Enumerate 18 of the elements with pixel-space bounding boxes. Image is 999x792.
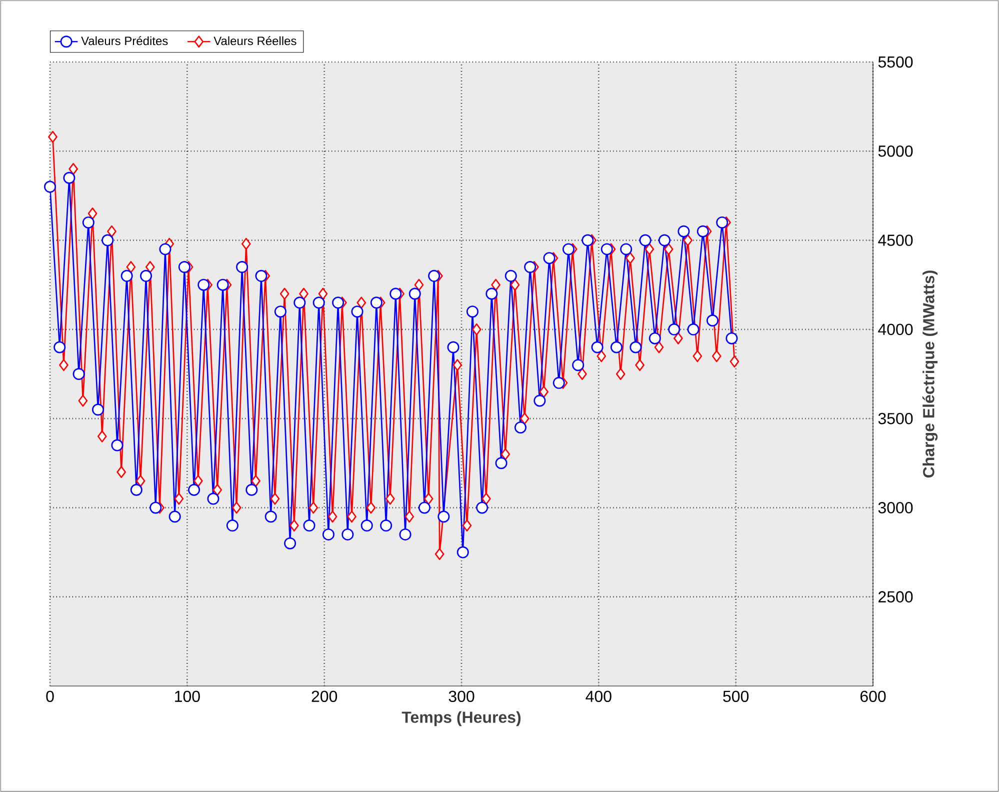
x-tick-label: 400 bbox=[586, 690, 612, 702]
x-tick-label: 0 bbox=[46, 690, 54, 702]
x-tick-label: 600 bbox=[860, 690, 886, 702]
y-tick-label: 5500 bbox=[878, 56, 913, 68]
x-tick-label: 500 bbox=[723, 690, 749, 702]
legend-label: Valeurs Prédites bbox=[81, 36, 168, 46]
y-tick-label: 3000 bbox=[878, 502, 913, 514]
x-tick-label: 200 bbox=[312, 690, 338, 702]
legend-label: Valeurs Réelles bbox=[214, 36, 296, 46]
y-tick-label: 4000 bbox=[878, 324, 913, 336]
x-tick-label: 100 bbox=[175, 690, 200, 702]
y-axis-title: Charge Eléctrique (MWatts) bbox=[922, 270, 938, 478]
y-tick-label: 2500 bbox=[878, 591, 913, 602]
y-tick-label: 3500 bbox=[878, 412, 913, 424]
x-axis-title: Temps (Heures) bbox=[402, 711, 521, 726]
y-tick-label: 5000 bbox=[878, 145, 913, 157]
y-tick-label: 4500 bbox=[878, 234, 913, 246]
x-tick-label: 300 bbox=[448, 690, 474, 702]
